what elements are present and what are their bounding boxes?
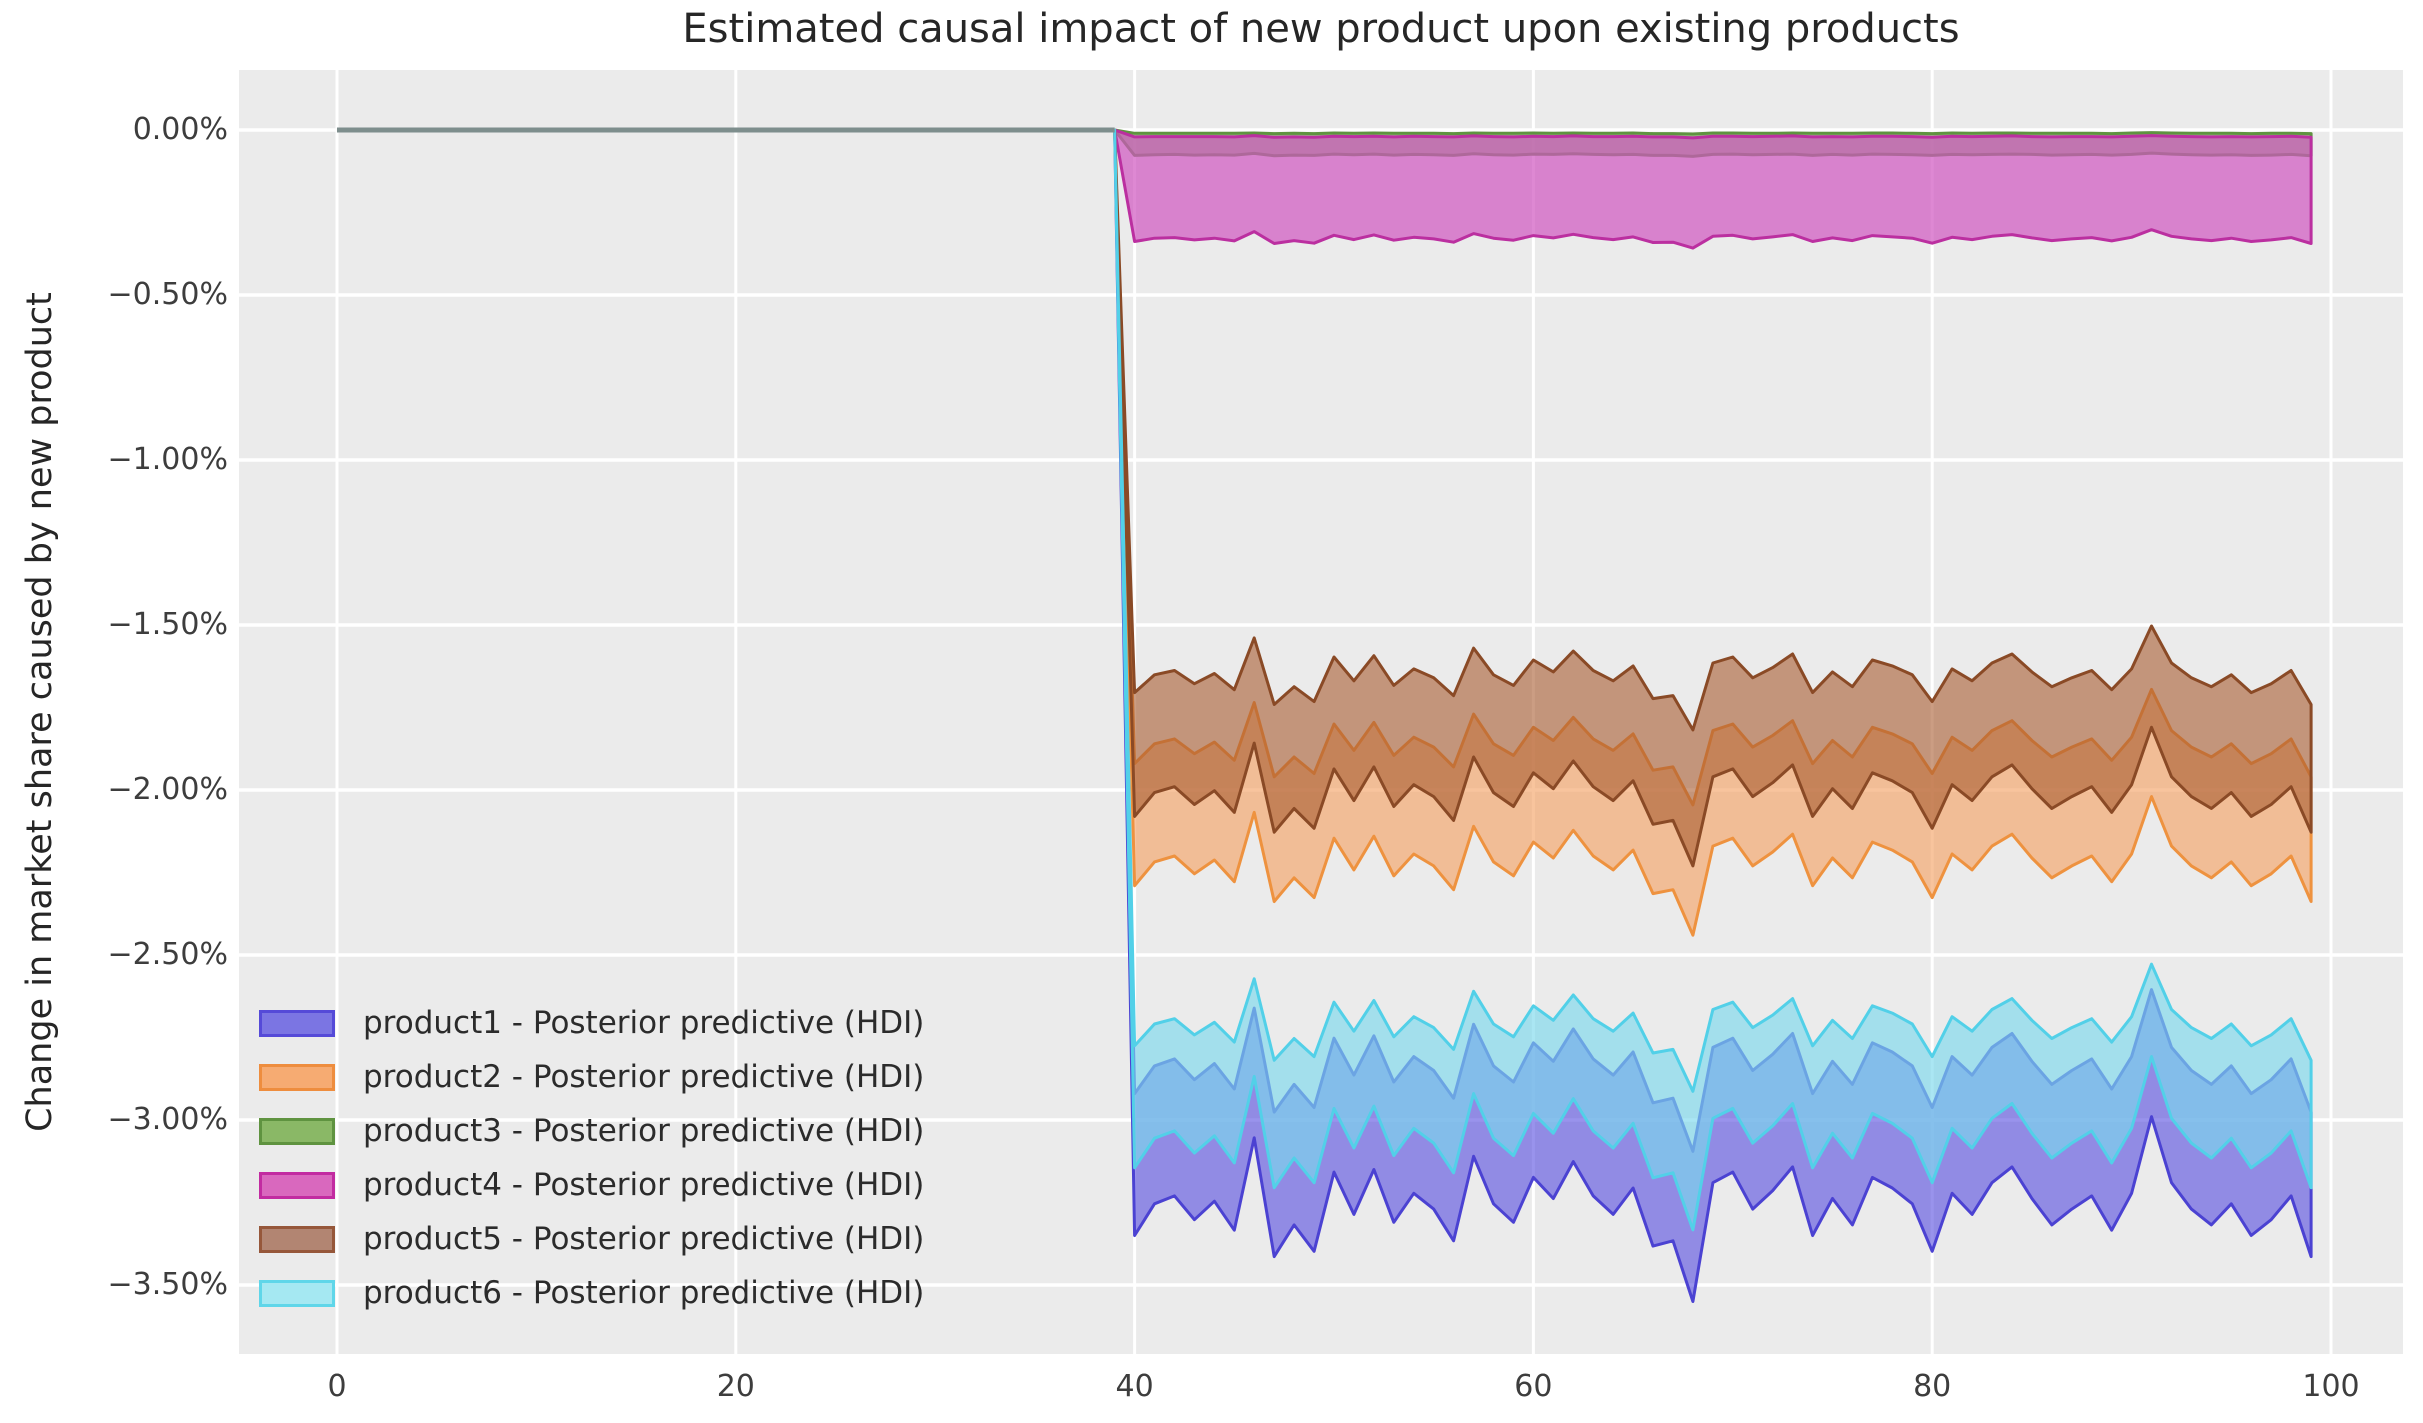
x-tick-label: 100 xyxy=(2302,1369,2360,1404)
y-tick-label: −3.00% xyxy=(107,1102,228,1137)
legend-row-product5: product5 - Posterior predictive (HDI) xyxy=(259,1212,924,1266)
x-tick-label: 40 xyxy=(1115,1369,1154,1404)
x-tick-label: 60 xyxy=(1514,1369,1553,1404)
legend-swatch-product3 xyxy=(259,1117,335,1145)
legend-label-product4: product4 - Posterior predictive (HDI) xyxy=(363,1167,925,1203)
y-tick-label: −2.00% xyxy=(107,772,228,807)
legend-row-product6: product6 - Posterior predictive (HDI) xyxy=(259,1266,924,1320)
y-tick-label: −0.50% xyxy=(107,277,228,312)
x-tick-label: 0 xyxy=(327,1369,347,1404)
legend-row-product4: product4 - Posterior predictive (HDI) xyxy=(259,1158,924,1212)
y-tick-label: −2.50% xyxy=(107,937,228,972)
y-tick-label: 0.00% xyxy=(132,112,228,147)
y-tick-label: −3.50% xyxy=(107,1267,228,1302)
legend-row-product3: product3 - Posterior predictive (HDI) xyxy=(259,1104,924,1158)
legend-label-product1: product1 - Posterior predictive (HDI) xyxy=(363,1005,925,1041)
legend-swatch-product2 xyxy=(259,1063,335,1091)
x-tick-label: 80 xyxy=(1913,1369,1952,1404)
y-tick-label: −1.50% xyxy=(107,607,228,642)
hdi-band-product4 xyxy=(1113,128,2313,250)
x-tick-label: 20 xyxy=(716,1369,755,1404)
legend-swatch-product1 xyxy=(259,1009,335,1037)
legend-row-product2: product2 - Posterior predictive (HDI) xyxy=(259,1050,924,1104)
legend-label-product3: product3 - Posterior predictive (HDI) xyxy=(363,1113,925,1149)
y-axis-label: Change in market share caused by new pro… xyxy=(20,292,60,1132)
legend-label-product5: product5 - Posterior predictive (HDI) xyxy=(363,1221,925,1257)
hdi-band-product6 xyxy=(1113,128,2313,1232)
legend-row-product1: product1 - Posterior predictive (HDI) xyxy=(259,996,924,1050)
legend-swatch-product4 xyxy=(259,1171,335,1199)
legend-swatch-product6 xyxy=(259,1279,335,1307)
legend-label-product6: product6 - Posterior predictive (HDI) xyxy=(363,1275,925,1311)
hdi-band-product5 xyxy=(1113,128,2313,868)
legend-label-product2: product2 - Posterior predictive (HDI) xyxy=(363,1059,925,1095)
chart-title: Estimated causal impact of new product u… xyxy=(682,6,1960,52)
y-tick-label: −1.00% xyxy=(107,442,228,477)
legend: product1 - Posterior predictive (HDI) pro… xyxy=(259,996,924,1320)
legend-swatch-product5 xyxy=(259,1225,335,1253)
